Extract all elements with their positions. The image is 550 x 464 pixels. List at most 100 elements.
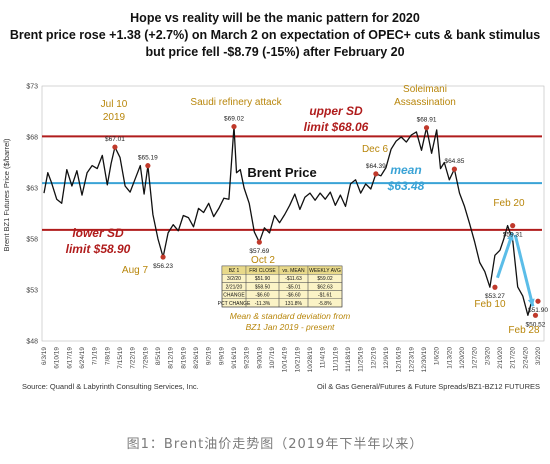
table-cell: -5.8% — [318, 301, 332, 307]
data-point-label: $65.19 — [138, 155, 158, 162]
data-point-marker — [451, 166, 457, 172]
data-point-marker — [373, 171, 379, 177]
x-tick-label: 6/17/19 — [66, 347, 73, 369]
x-tick-label: 11/25/19 — [358, 347, 365, 372]
chart-background — [0, 0, 550, 410]
x-tick-label: 9/30/19 — [256, 347, 263, 369]
data-point-label: $51.90 — [528, 307, 548, 314]
table-cell: -$6.60 — [286, 293, 300, 299]
source-left: Source: Quandl & Labyrinth Consulting Se… — [22, 382, 199, 391]
table-cell: -$6.60 — [255, 293, 269, 299]
table-header-cell: WEEKLY AVG — [309, 268, 341, 274]
arrow-down-feb20-head — [527, 298, 535, 307]
lower-sd-label-line-2: limit $58.90 — [66, 242, 131, 256]
table-cell: -$5.01 — [286, 284, 300, 290]
data-point-label: $67.01 — [105, 136, 125, 143]
data-point-marker — [231, 123, 237, 130]
table-cell: -$1.61 — [318, 293, 332, 299]
x-tick-label: 12/2/19 — [370, 347, 377, 369]
x-tick-label: 2/3/20 — [484, 347, 491, 365]
x-tick-label: 8/26/19 — [193, 347, 200, 369]
x-tick-label: 12/9/19 — [383, 347, 390, 369]
y-tick-label: $68 — [26, 135, 38, 142]
chart-title-line-3: but price fell -$8.79 (-15%) after Febru… — [145, 45, 404, 59]
data-point-marker — [510, 223, 516, 229]
table-cell: 2/21/20 — [226, 284, 243, 290]
data-point-label: $64.39 — [366, 163, 386, 170]
x-tick-label: 9/16/19 — [231, 347, 238, 369]
data-point-label: $59.31 — [503, 232, 523, 239]
y-tick-label: $48 — [26, 339, 38, 346]
data-point-marker — [423, 125, 430, 131]
x-tick-label: 9/23/19 — [244, 347, 251, 369]
table-note-line-2: BZ1 Jan 2019 - present — [246, 322, 335, 332]
chart-frame: Hope vs reality will be the manic patter… — [0, 0, 550, 410]
table-header-cell: vs. MEAN — [282, 268, 305, 274]
x-tick-label: 2/10/20 — [497, 347, 504, 369]
table-cell: $58.50 — [255, 284, 271, 290]
table-cell: $59.02 — [317, 276, 333, 282]
table-note-line-1: Mean & standard deviation from — [230, 311, 350, 321]
table-header-cell: FRI CLOSE — [249, 268, 276, 274]
upper-sd-label-line-1: upper SD — [309, 104, 363, 118]
x-tick-label: 11/11/19 — [332, 347, 339, 372]
data-point-label: $56.23 — [153, 263, 173, 270]
table-cell: $51.90 — [255, 276, 271, 282]
data-point-label: $50.52 — [526, 321, 546, 328]
arrow-up-feb10-head — [507, 232, 514, 241]
series-line-brent-price — [43, 125, 533, 316]
x-tick-label: 7/29/19 — [142, 347, 149, 369]
x-tick-label: 1/6/20 — [434, 347, 441, 365]
x-tick-label: 8/12/19 — [168, 347, 175, 369]
x-tick-label: 9/9/19 — [218, 347, 225, 365]
x-tick-label: 12/16/19 — [396, 347, 403, 373]
reference-lines — [42, 135, 542, 231]
x-tick-label: 11/18/19 — [345, 347, 352, 372]
x-tick-label: 7/1/19 — [92, 347, 99, 365]
y-tick-label: $73 — [26, 84, 38, 91]
series-name-label: Brent Price — [247, 165, 316, 180]
data-point-label: $64.85 — [444, 158, 464, 165]
event-label-aug7: Aug 7 — [122, 265, 149, 276]
data-point-marker — [492, 284, 498, 290]
chart-title-line-2: Brent price rose +1.38 (+2.7%) on March … — [10, 28, 540, 42]
lower-sd-label-line-1: lower SD — [72, 226, 124, 240]
x-tick-label: 8/19/19 — [180, 347, 187, 369]
data-point-marker — [145, 163, 151, 169]
data-point-marker — [112, 144, 118, 150]
event-label-feb20: Feb 20 — [493, 198, 525, 209]
table-cell: PCT CHANGE — [218, 301, 251, 307]
table-cell: CHANGE — [223, 293, 245, 299]
arrow-down-feb20-shaft — [513, 234, 535, 307]
y-tick-label: $53 — [26, 288, 38, 295]
trend-arrows — [496, 232, 535, 307]
x-tick-label: 1/20/20 — [459, 347, 466, 369]
table-cell: 3/2/20 — [227, 276, 241, 282]
x-tick-label: 1/13/20 — [446, 347, 453, 369]
x-tick-label: 1/27/20 — [472, 347, 479, 369]
data-point-label: $53.27 — [485, 293, 505, 300]
x-tick-label: 10/7/19 — [269, 347, 276, 369]
x-tick-label: 7/15/19 — [117, 347, 124, 369]
data-point-label: $69.02 — [224, 116, 244, 123]
event-label-jul10: Jul 10 — [101, 99, 128, 110]
event-label-oct2: Oct 2 — [251, 255, 275, 266]
data-point-label: $57.69 — [249, 248, 269, 255]
table-cell-box — [307, 298, 343, 308]
event-label-soleimani: Soleimani — [403, 84, 447, 95]
x-axis-ticks: 6/3/19 6/10/19 6/17/19 6/24/19 7/1/19 7/8/19 7… — [41, 347, 542, 373]
upper-sd-label-line-2: limit $68.06 — [304, 120, 369, 134]
arrow-up-feb10-shaft — [496, 232, 515, 279]
summary-table: BZ 1 FRI CLOSE vs. MEAN WEEKLY AVG 3/2/20 $51… — [218, 265, 343, 308]
event-label-feb28: Feb 28 — [508, 325, 540, 336]
x-tick-label: 6/10/19 — [54, 347, 61, 369]
data-point-marker — [256, 239, 262, 245]
x-tick-label: 7/8/19 — [104, 347, 111, 365]
data-point-marker — [535, 298, 541, 304]
table-cell: -$11.63 — [285, 276, 302, 282]
table-header-cell: BZ 1 — [229, 268, 240, 274]
data-point-marker — [532, 312, 539, 318]
x-tick-label: 9/2/19 — [206, 347, 213, 365]
event-label-jul10-year: 2019 — [103, 112, 126, 123]
x-tick-label: 12/23/19 — [408, 347, 415, 373]
